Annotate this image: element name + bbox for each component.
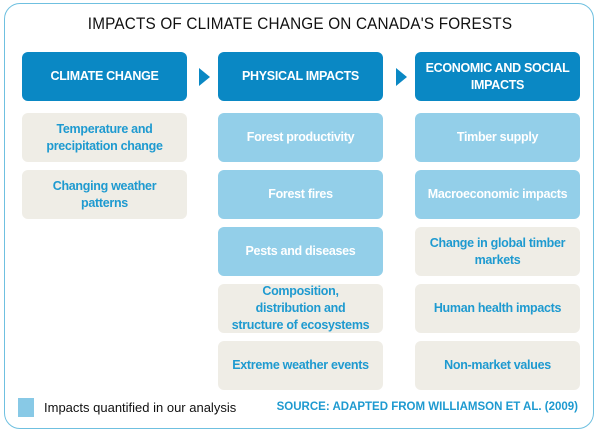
impact-box: Extreme weather events — [218, 341, 383, 390]
column-header: CLIMATE CHANGE — [22, 52, 187, 101]
diagram-title: IMPACTS OF CLIMATE CHANGE ON CANADA'S FO… — [87, 14, 513, 33]
impact-box: Pests and diseases — [218, 227, 383, 276]
impact-box: Macroeconomic impacts — [415, 170, 580, 219]
arrow-right-icon — [396, 68, 407, 86]
impact-box: Forest fires — [218, 170, 383, 219]
impact-box: Composition, distribution and structure … — [218, 284, 383, 333]
impact-box: Forest productivity — [218, 113, 383, 162]
impact-box: Changing weather patterns — [22, 170, 187, 219]
impact-box: Temperature and precipitation change — [22, 113, 187, 162]
impact-box: Non-market values — [415, 341, 580, 390]
arrow-right-icon — [199, 68, 210, 86]
impact-box: Timber supply — [415, 113, 580, 162]
source-note: SOURCE: ADAPTED FROM WILLIAMSON ET AL. (… — [276, 401, 578, 413]
column-header: ECONOMIC AND SOCIAL IMPACTS — [415, 52, 580, 101]
diagram-frame — [4, 3, 594, 429]
impact-box: Change in global timber markets — [415, 227, 580, 276]
legend-label: Impacts quantified in our analysis — [44, 400, 237, 415]
column-header: PHYSICAL IMPACTS — [218, 52, 383, 101]
impact-box: Human health impacts — [415, 284, 580, 333]
legend-swatch — [18, 398, 34, 417]
